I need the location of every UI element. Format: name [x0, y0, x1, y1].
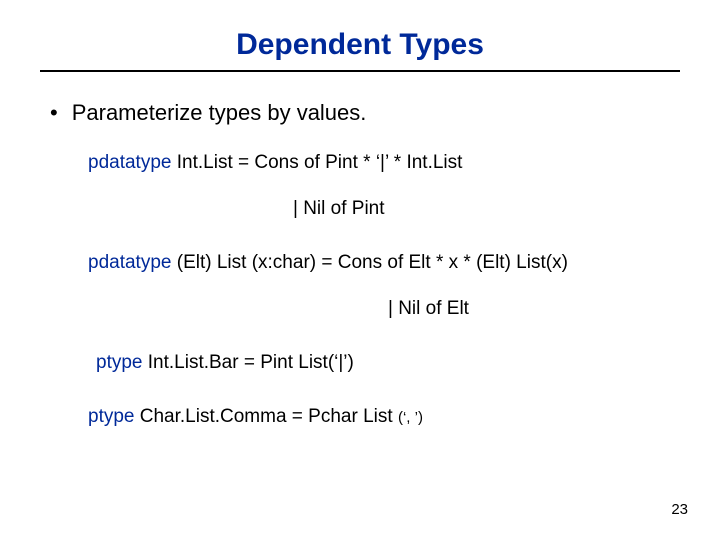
code-line-2: | Nil of Pint — [293, 198, 680, 220]
code-line-6: ptype Char.List.Comma = Pchar List (‘, ’… — [88, 406, 680, 428]
keyword: pdatatype — [88, 252, 171, 273]
code-text: Int.List = Cons of Pint * ‘|’ * Int.List — [171, 152, 462, 173]
keyword: ptype — [88, 406, 134, 427]
code-line-3: pdatatype (Elt) List (x:char) = Cons of … — [88, 252, 680, 274]
code-line-4: | Nil of Elt — [388, 298, 680, 320]
keyword: ptype — [96, 352, 142, 373]
code-text-small: (‘, ’) — [398, 409, 423, 426]
keyword: pdatatype — [88, 152, 171, 173]
code-text: Char.List.Comma = Pchar List — [134, 406, 397, 427]
slide: Dependent Types • Parameterize types by … — [0, 0, 720, 540]
bullet-item: • Parameterize types by values. — [50, 100, 680, 126]
page-number: 23 — [671, 501, 688, 518]
bullet-text: Parameterize types by values. — [72, 100, 367, 126]
code-text: | Nil of Elt — [388, 298, 469, 319]
slide-title: Dependent Types — [40, 28, 680, 62]
bullet-dot-icon: • — [50, 100, 58, 126]
code-text: Int.List.Bar = Pint List(‘|’) — [142, 352, 353, 373]
code-text: (Elt) List (x:char) = Cons of Elt * x * … — [171, 252, 567, 273]
code-line-5: ptype Int.List.Bar = Pint List(‘|’) — [96, 352, 680, 374]
code-line-1: pdatatype Int.List = Cons of Pint * ‘|’ … — [88, 152, 680, 174]
title-rule — [40, 70, 680, 72]
code-text: | Nil of Pint — [293, 198, 385, 219]
slide-body: pdatatype Int.List = Cons of Pint * ‘|’ … — [88, 152, 680, 428]
